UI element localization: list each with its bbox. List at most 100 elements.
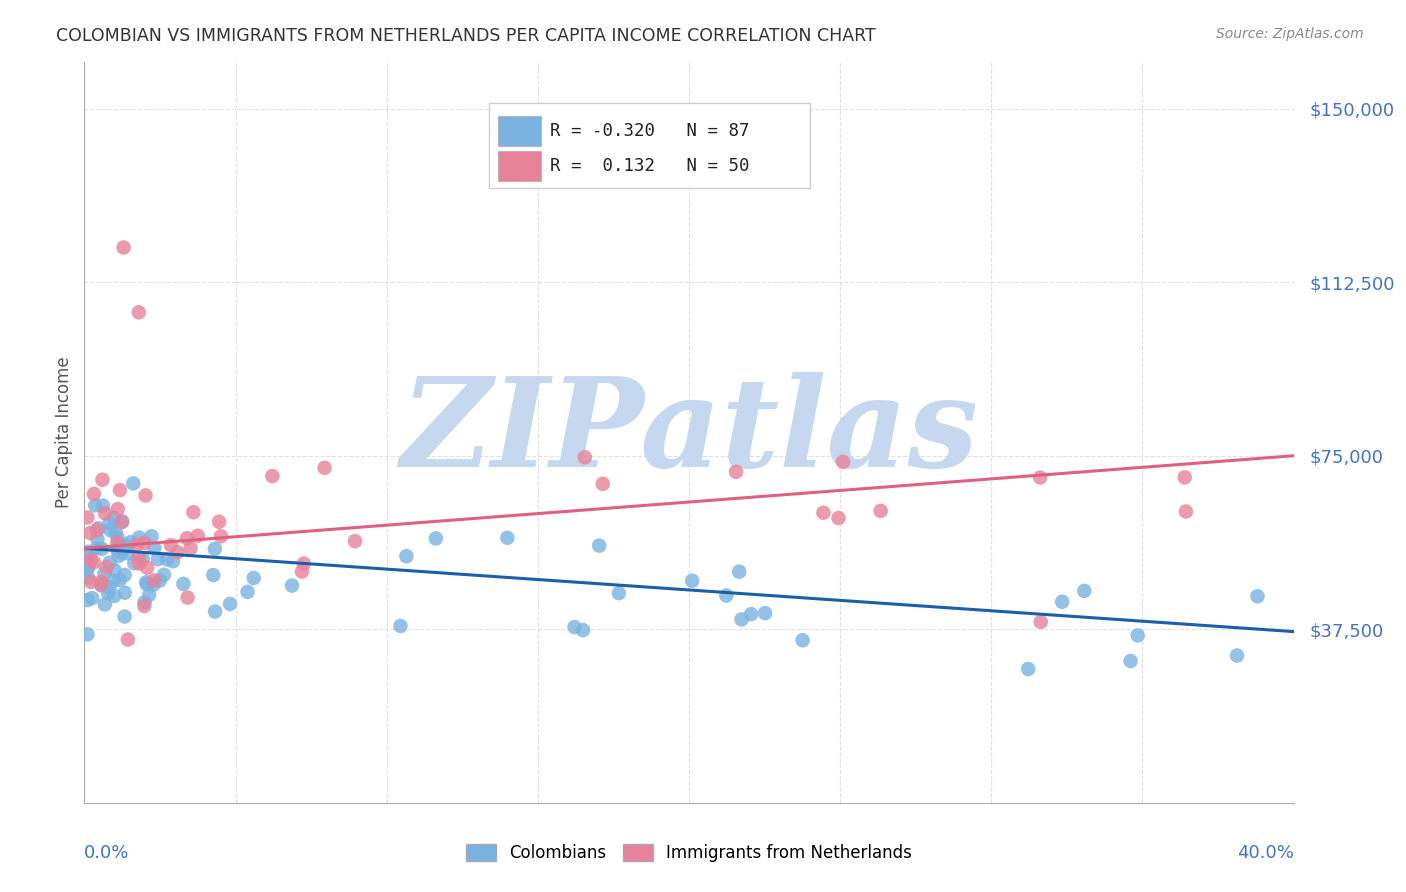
Point (572, 623, 595, 637)
Point (134, 599, 156, 613)
Point (91, 473, 114, 487)
Point (120, 535, 142, 549)
Point (114, 568, 136, 582)
Point (86, 541, 108, 556)
Point (108, 573, 131, 587)
Point (110, 546, 132, 560)
Point (83, 555, 105, 569)
Point (754, 606, 776, 620)
Point (187, 529, 209, 543)
Point (111, 543, 134, 558)
Point (103, 589, 125, 603)
Point (98, 580, 121, 594)
Point (90, 577, 112, 591)
Point (115, 539, 138, 553)
Point (160, 538, 183, 552)
Point (1126, 628, 1149, 642)
Point (425, 532, 447, 546)
Point (112, 240, 135, 255)
Point (166, 545, 188, 559)
Point (117, 546, 139, 560)
Point (104, 563, 127, 577)
Point (97, 586, 120, 600)
Point (76, 562, 98, 576)
Point (79, 526, 101, 541)
Point (135, 488, 157, 502)
Point (135, 575, 157, 590)
Point (103, 574, 125, 588)
Point (104, 525, 127, 540)
Point (105, 542, 128, 557)
Point (111, 514, 134, 528)
Point (156, 552, 179, 566)
Point (209, 529, 232, 543)
Text: R =  0.132   N = 50: R = 0.132 N = 50 (550, 157, 749, 175)
Point (103, 511, 125, 525)
Point (827, 511, 849, 525)
Point (96, 560, 118, 574)
Point (314, 460, 336, 475)
Point (100, 523, 122, 537)
Point (176, 531, 198, 545)
Point (344, 534, 367, 549)
Point (136, 560, 159, 574)
Point (1174, 470, 1197, 484)
Point (124, 556, 146, 570)
Text: Source: ZipAtlas.com: Source: ZipAtlas.com (1216, 27, 1364, 41)
Text: 40.0%: 40.0% (1237, 844, 1294, 862)
Point (1073, 583, 1095, 598)
Point (77, 571, 100, 585)
Point (98, 516, 121, 530)
Point (725, 465, 748, 479)
Point (94, 506, 117, 520)
Legend: Colombians, Immigrants from Netherlands: Colombians, Immigrants from Netherlands (460, 837, 918, 869)
Point (496, 531, 519, 545)
Point (79, 547, 101, 561)
Point (740, 607, 762, 621)
Point (107, 549, 129, 563)
Point (94, 598, 117, 612)
Point (183, 505, 205, 519)
Point (1017, 662, 1039, 676)
Point (146, 552, 169, 566)
Point (77, 558, 100, 573)
Text: COLOMBIAN VS IMMIGRANTS FROM NETHERLANDS PER CAPITA INCOME CORRELATION CHART: COLOMBIAN VS IMMIGRANTS FROM NETHERLANDS… (56, 27, 876, 45)
Point (1226, 648, 1249, 663)
Point (281, 578, 304, 592)
Point (93, 566, 115, 580)
Point (76, 593, 98, 607)
FancyBboxPatch shape (498, 116, 541, 146)
FancyBboxPatch shape (489, 103, 810, 188)
Point (105, 540, 128, 554)
Point (98, 556, 121, 570)
Point (83, 487, 105, 501)
Point (114, 609, 136, 624)
Point (134, 595, 156, 609)
Point (76, 627, 98, 641)
Point (592, 476, 614, 491)
Point (76, 510, 98, 524)
Point (143, 574, 166, 588)
Point (107, 531, 129, 545)
Point (832, 455, 855, 469)
Text: R = -0.320   N = 87: R = -0.320 N = 87 (550, 122, 749, 140)
Point (128, 550, 150, 565)
Point (135, 577, 157, 591)
Point (108, 483, 131, 497)
Point (90, 574, 112, 589)
Point (574, 450, 596, 465)
Point (564, 620, 586, 634)
Point (141, 529, 163, 543)
Point (134, 536, 156, 550)
Point (131, 552, 153, 566)
Point (122, 476, 145, 491)
Text: 0.0%: 0.0% (84, 844, 129, 862)
Point (180, 541, 202, 556)
Point (111, 515, 134, 529)
Text: ZIPatlas: ZIPatlas (399, 372, 979, 493)
Point (728, 565, 751, 579)
Point (84, 499, 107, 513)
Point (292, 557, 315, 571)
Y-axis label: Per Capita Income: Per Capita Income (55, 357, 73, 508)
Point (176, 591, 198, 605)
